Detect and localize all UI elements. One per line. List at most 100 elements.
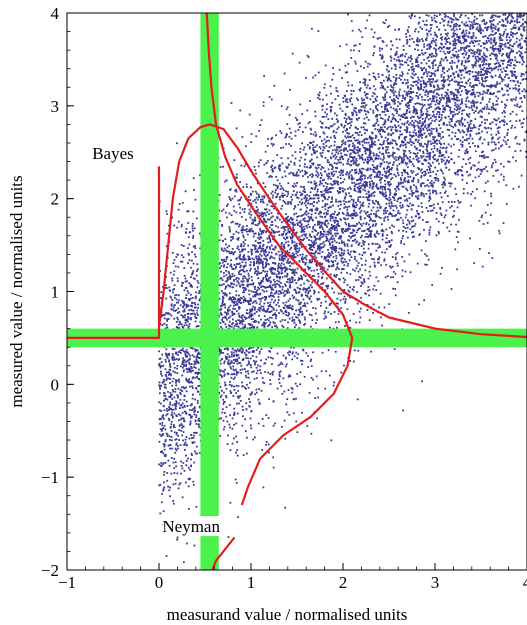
scatter-point (390, 99, 393, 101)
scatter-point (278, 262, 280, 265)
scatter-point (259, 159, 262, 162)
scatter-point (277, 185, 279, 188)
scatter-point (337, 176, 339, 179)
scatter-point (372, 303, 375, 306)
scatter-point (229, 230, 231, 233)
scatter-point (409, 138, 412, 141)
scatter-point (494, 147, 497, 150)
scatter-point (173, 431, 176, 434)
scatter-point (430, 16, 433, 19)
scatter-point (294, 279, 296, 282)
scatter-point (179, 482, 182, 484)
scatter-point (197, 303, 200, 306)
scatter-point (438, 124, 441, 127)
scatter-point (229, 414, 231, 417)
scatter-point (194, 367, 197, 369)
scatter-point (232, 233, 235, 235)
scatter-point (196, 353, 199, 356)
scatter-point (183, 369, 185, 372)
scatter-point (224, 238, 227, 240)
scatter-point (325, 256, 328, 259)
scatter-point (233, 296, 236, 299)
scatter-point (466, 60, 469, 63)
scatter-point (418, 39, 421, 41)
scatter-point (478, 57, 480, 60)
scatter-point (291, 193, 294, 196)
scatter-point (335, 170, 338, 173)
scatter-point (177, 299, 180, 302)
scatter-point (506, 134, 508, 136)
scatter-point (244, 239, 247, 241)
scatter-point (289, 230, 291, 233)
scatter-point (292, 226, 295, 229)
scatter-point (386, 128, 389, 130)
scatter-point (193, 410, 196, 413)
scatter-point (239, 322, 241, 325)
scatter-point (270, 251, 273, 254)
scatter-point (323, 147, 326, 149)
scatter-point (158, 381, 161, 384)
scatter-point (282, 292, 285, 294)
scatter-point (470, 35, 473, 38)
scatter-point (181, 467, 184, 470)
scatter-point (317, 387, 320, 390)
scatter-point (368, 228, 370, 230)
scatter-point (247, 363, 250, 365)
scatter-point (432, 59, 435, 62)
scatter-point (354, 139, 357, 142)
scatter-point (286, 272, 289, 275)
scatter-point (405, 93, 408, 96)
scatter-point (324, 170, 327, 173)
scatter-point (440, 57, 443, 60)
scatter-point (442, 136, 444, 138)
scatter-point (394, 90, 397, 93)
scatter-point (238, 314, 241, 317)
scatter-point (313, 151, 315, 154)
scatter-point (405, 61, 408, 64)
scatter-point (344, 100, 347, 102)
scatter-point (418, 216, 421, 219)
scatter-point (394, 54, 397, 57)
scatter-point (427, 132, 430, 135)
scatter-point (331, 227, 334, 230)
scatter-point (268, 218, 271, 221)
scatter-point (518, 92, 521, 95)
scatter-point (394, 194, 397, 197)
scatter-point (188, 358, 191, 361)
scatter-point (298, 61, 301, 64)
scatter-point (479, 58, 481, 61)
scatter-point (359, 176, 362, 179)
scatter-point (335, 232, 338, 235)
scatter-point (373, 93, 376, 95)
scatter-point (315, 167, 318, 170)
scatter-point (173, 288, 175, 290)
scatter-point (348, 253, 351, 256)
scatter-point (392, 98, 395, 101)
scatter-point (406, 42, 408, 45)
scatter-point (240, 297, 243, 300)
scatter-point (278, 290, 280, 292)
scatter-point (445, 146, 448, 149)
scatter-point (257, 223, 260, 225)
scatter-point (472, 142, 474, 145)
scatter-point (197, 351, 200, 354)
scatter-point (332, 166, 334, 169)
scatter-point (310, 269, 313, 272)
scatter-point (510, 14, 513, 17)
scatter-point (487, 156, 489, 158)
scatter-point (358, 117, 360, 120)
scatter-point (456, 23, 459, 26)
scatter-point (346, 271, 348, 274)
scatter-point (304, 200, 307, 203)
scatter-point (298, 319, 300, 322)
scatter-point (388, 171, 390, 173)
scatter-point (365, 182, 367, 185)
scatter-point (166, 232, 169, 235)
scatter-point (392, 76, 395, 78)
scatter-point (445, 100, 448, 103)
scatter-point (454, 113, 456, 116)
scatter-point (389, 142, 392, 145)
scatter-point (501, 54, 503, 57)
scatter-point (394, 188, 397, 190)
scatter-point (293, 241, 296, 244)
